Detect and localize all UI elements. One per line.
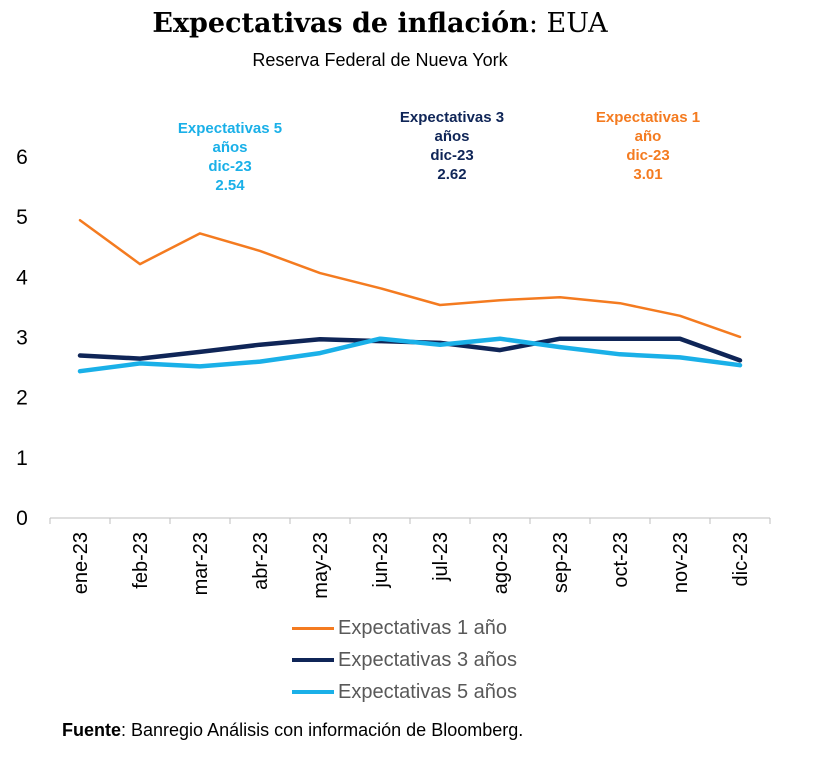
legend-label-1-ano: Expectativas 1 año: [338, 616, 507, 639]
annotation-2-line: dic-23: [430, 147, 473, 164]
source-footer: Fuente: Banregio Análisis con informació…: [62, 720, 523, 741]
annotation-2-line: años: [434, 128, 469, 145]
legend-swatch-1-ano: [292, 626, 334, 630]
annotation-2-line: 2.62: [437, 166, 466, 183]
y-tick-label: 2: [16, 387, 28, 410]
annotation-3-line: Expectativas 1: [596, 109, 700, 126]
legend-item-5-anos: Expectativas 5 años: [292, 676, 517, 708]
x-tick-label: may-23: [310, 532, 332, 599]
annotation-3-line: 3.01: [633, 166, 662, 183]
x-tick-label: abr-23: [250, 532, 272, 590]
annotation-3-line: año: [635, 128, 662, 145]
annotation-1-line: Expectativas 5: [178, 120, 282, 137]
line-chart: 0 1 2 3 4 5 6 ene-23 feb-23 mar-23 abr-23 may-23 ju…: [16, 109, 771, 599]
annotation-3-line: dic-23: [626, 147, 669, 164]
legend-swatch-3-anos: [292, 658, 334, 662]
y-axis-ticks: 0 1 2 3 4 5 6: [16, 146, 28, 530]
annotation-1-line: 2.54: [215, 177, 245, 194]
y-tick-label: 1: [16, 447, 28, 470]
y-tick-label: 6: [16, 146, 28, 169]
y-tick-label: 3: [16, 327, 28, 350]
source-text: : Banregio Análisis con información de B…: [121, 720, 524, 740]
series-lines: [77, 218, 743, 374]
legend-item-3-anos: Expectativas 3 años: [292, 644, 517, 676]
annotation-1-line: dic-23: [208, 158, 251, 175]
series-line-1: [78, 218, 742, 339]
x-tick-label: jun-23: [370, 532, 392, 589]
x-tick-label: mar-23: [190, 532, 212, 595]
y-tick-label: 5: [16, 206, 28, 229]
annotations: Expectativas 5 años dic-23 2.54 Expectativas…: [178, 109, 700, 194]
chart-title: Expectativas de inflación: EUA: [0, 8, 760, 39]
legend-swatch-5-anos: [292, 690, 334, 694]
x-tick-label: oct-23: [610, 532, 632, 588]
source-label: Fuente: [62, 720, 122, 740]
x-tick-label: jul-23: [430, 532, 452, 582]
legend: Expectativas 1 año Expectativas 3 años E…: [292, 612, 517, 708]
axes: [49, 517, 771, 524]
chart-subtitle: Reserva Federal de Nueva York: [252, 50, 508, 70]
series-line-3: [77, 336, 743, 374]
x-tick-label: dic-23: [730, 532, 752, 586]
x-axis-ticks: ene-23 feb-23 mar-23 abr-23 may-23 jun-23 jul-…: [70, 532, 752, 599]
chart-title-main: Expectativas de inflación: [152, 8, 529, 39]
chart-title-country: : EUA: [528, 8, 608, 39]
x-tick-label: feb-23: [130, 532, 152, 589]
annotation-1-line: años: [212, 139, 247, 156]
x-tick-label: nov-23: [670, 532, 692, 593]
y-tick-label: 4: [16, 266, 28, 289]
x-tick-label: ene-23: [70, 532, 92, 594]
legend-label-3-anos: Expectativas 3 años: [338, 648, 517, 671]
legend-label-5-anos: Expectativas 5 años: [338, 680, 517, 703]
x-tick-label: ago-23: [490, 532, 512, 594]
x-tick-label: sep-23: [550, 532, 572, 593]
y-tick-label: 0: [16, 507, 28, 530]
annotation-2-line: Expectativas 3: [400, 109, 504, 126]
legend-item-1-ano: Expectativas 1 año: [292, 612, 517, 644]
